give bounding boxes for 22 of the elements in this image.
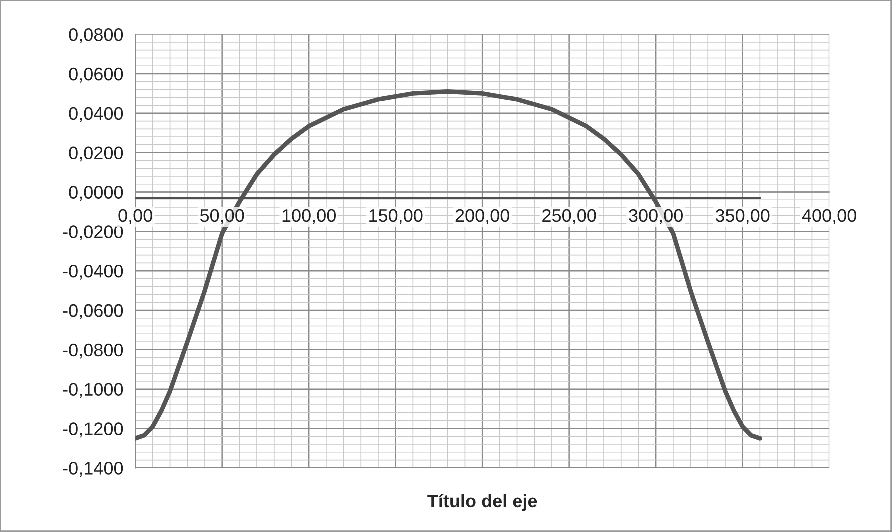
- x-tick-label: 300,00: [629, 209, 683, 224]
- y-tick-label: -0,1400: [63, 462, 124, 478]
- y-tick-label: -0,0400: [63, 265, 124, 280]
- x-tick-label: 50,00: [200, 209, 244, 224]
- y-tick-label: 0,0200: [69, 146, 124, 162]
- x-tick-label: 200,00: [456, 209, 510, 224]
- y-tick-label: 0,0600: [69, 68, 124, 83]
- x-tick-label: 250,00: [542, 209, 596, 224]
- x-tick-label: 150,00: [370, 209, 423, 224]
- y-tick-label: -0,0800: [63, 344, 124, 359]
- y-tick-label: 0,0800: [69, 28, 124, 44]
- y-tick-label: -0,1200: [63, 422, 124, 438]
- y-tick-label: 0,0400: [69, 107, 124, 122]
- x-axis-title: Título del eje: [428, 494, 538, 512]
- y-tick-label: -0,0200: [63, 226, 124, 241]
- y-tick-label: -0,0600: [63, 304, 124, 320]
- x-tick-label: 400,00: [802, 209, 856, 224]
- y-tick-label: -0,1000: [63, 383, 124, 398]
- x-tick-label: 0,00: [118, 209, 152, 224]
- y-tick-label: 0,0000: [69, 186, 124, 202]
- x-tick-label: 100,00: [282, 209, 336, 224]
- x-tick-label: 350,00: [716, 209, 770, 224]
